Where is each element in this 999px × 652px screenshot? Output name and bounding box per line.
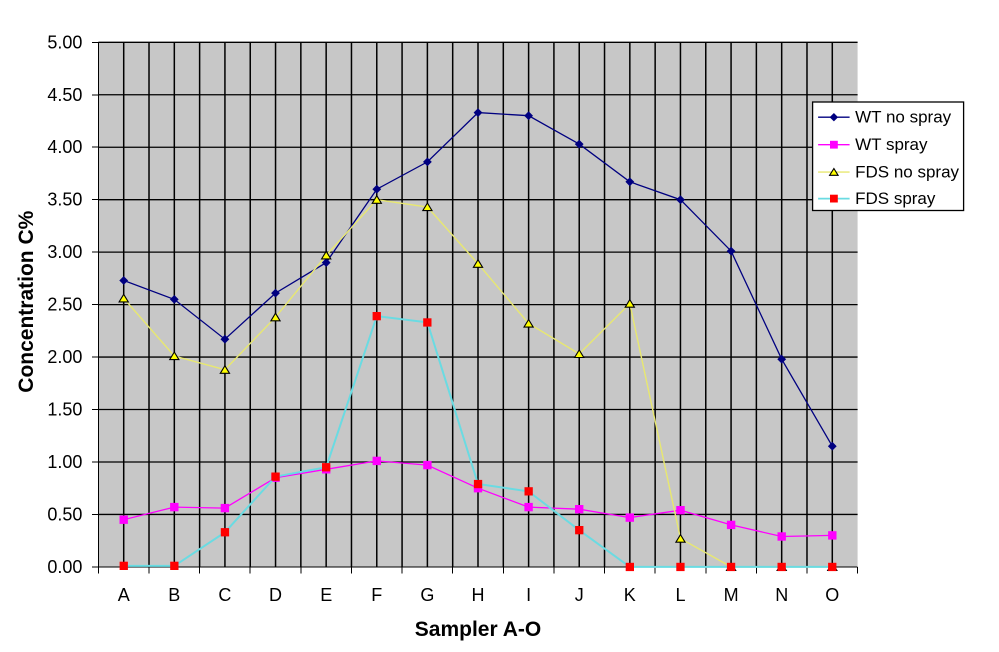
svg-text:0.00: 0.00	[47, 557, 82, 577]
svg-text:0.50: 0.50	[47, 504, 82, 524]
svg-text:3.00: 3.00	[47, 242, 82, 262]
svg-text:WT no spray: WT no spray	[855, 108, 952, 127]
svg-text:WT spray: WT spray	[855, 135, 928, 154]
svg-text:2.00: 2.00	[47, 347, 82, 367]
svg-text:M: M	[724, 585, 739, 605]
svg-text:A: A	[118, 585, 130, 605]
svg-text:I: I	[526, 585, 531, 605]
svg-text:FDS spray: FDS spray	[855, 189, 936, 208]
svg-text:E: E	[320, 585, 332, 605]
svg-text:B: B	[168, 585, 180, 605]
svg-text:D: D	[269, 585, 282, 605]
svg-text:J: J	[575, 585, 584, 605]
svg-text:C: C	[218, 585, 231, 605]
svg-text:4.50: 4.50	[47, 85, 82, 105]
svg-text:K: K	[624, 585, 636, 605]
svg-text:G: G	[420, 585, 434, 605]
svg-text:H: H	[472, 585, 485, 605]
svg-text:Sampler A-O: Sampler A-O	[415, 618, 541, 641]
svg-text:Concentration C%: Concentration C%	[15, 210, 38, 392]
svg-text:L: L	[675, 585, 685, 605]
svg-text:O: O	[825, 585, 839, 605]
svg-text:1.00: 1.00	[47, 452, 82, 472]
svg-text:2.50: 2.50	[47, 295, 82, 315]
svg-text:FDS no spray: FDS no spray	[855, 163, 959, 182]
svg-text:F: F	[371, 585, 382, 605]
svg-text:4.00: 4.00	[47, 137, 82, 157]
svg-text:5.00: 5.00	[47, 32, 82, 52]
svg-text:1.50: 1.50	[47, 400, 82, 420]
svg-text:3.50: 3.50	[47, 190, 82, 210]
svg-text:N: N	[775, 585, 788, 605]
